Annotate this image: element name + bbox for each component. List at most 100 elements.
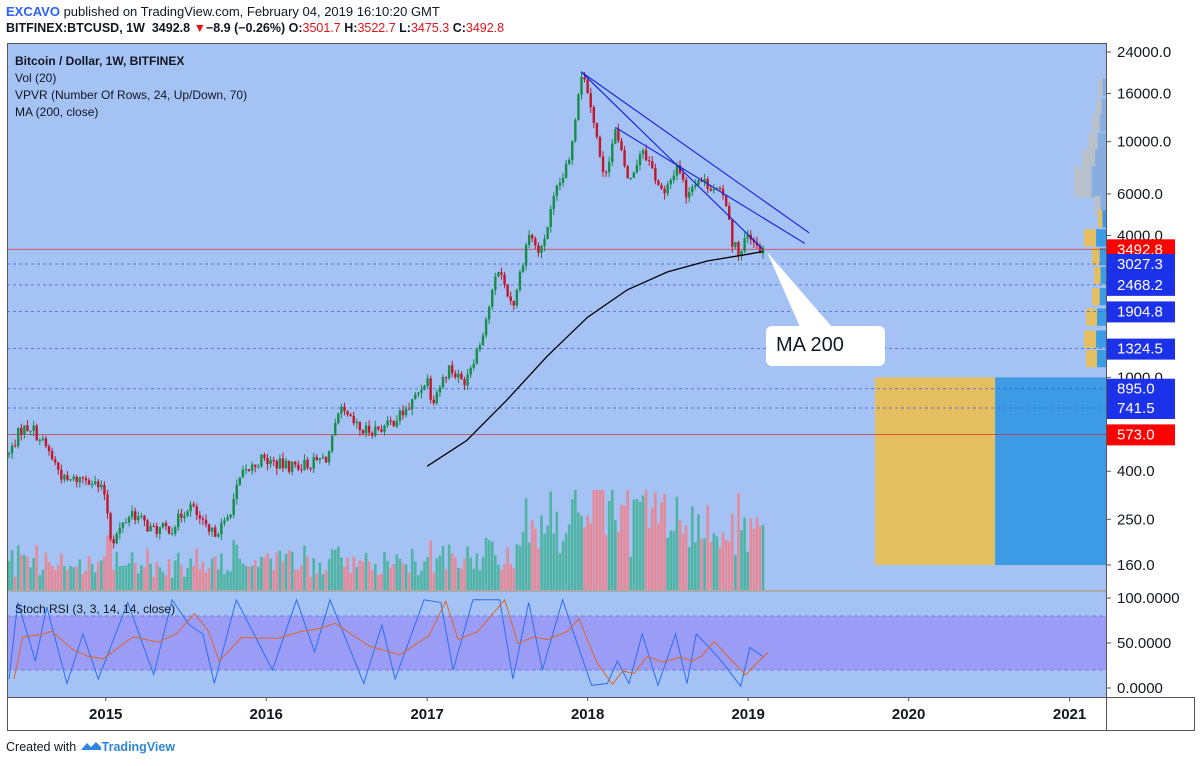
volume-bar	[69, 565, 72, 590]
volume-bar	[20, 554, 23, 590]
volume-bar	[660, 502, 663, 590]
candle-body	[512, 300, 515, 306]
volume-bar	[44, 552, 48, 590]
candle-body	[161, 522, 165, 528]
candle-body	[118, 527, 122, 534]
candle-body	[743, 238, 746, 252]
trend-line[interactable]	[580, 71, 764, 250]
callout-pointer-shape	[767, 252, 832, 327]
candle-body	[318, 458, 322, 460]
price-label-text: 1904.8	[1117, 303, 1163, 320]
candle-body	[84, 478, 88, 481]
candle-body	[561, 177, 565, 183]
candle-body	[220, 523, 223, 535]
candle-body	[543, 238, 546, 246]
volume-bar	[586, 515, 589, 590]
volume-bar	[740, 530, 743, 590]
candle-body	[494, 276, 497, 290]
trend-line[interactable]	[580, 71, 810, 234]
candle-body	[214, 527, 217, 537]
legend-vol[interactable]: Vol (20)	[15, 71, 57, 85]
price-axis[interactable]: 24000.016000.010000.06000.04000.01000.04…	[1106, 44, 1171, 574]
candle-body	[226, 517, 229, 521]
candle-body	[700, 180, 703, 182]
volume-bar	[293, 569, 297, 590]
candle-body	[401, 410, 405, 416]
volume-bar	[358, 560, 362, 590]
legend-stoch-rsi[interactable]: Stoch RSI (3, 3, 14, 14, close)	[15, 602, 176, 616]
volume-bar	[195, 548, 199, 590]
volume-bar	[155, 562, 159, 590]
price-label-box	[1107, 378, 1175, 400]
candle-body	[303, 459, 306, 470]
volume-bar	[235, 544, 239, 590]
candle-body	[389, 420, 392, 422]
volume-bar	[223, 574, 226, 590]
candle-body	[38, 440, 41, 442]
candle-body	[66, 475, 69, 480]
candle-body	[370, 432, 374, 436]
candle-body	[358, 422, 362, 431]
volume-bar	[216, 569, 220, 590]
symbol: BITFINEX:BTCUSD, 1W	[6, 21, 145, 35]
volume-bar	[666, 537, 669, 590]
volume-bar	[84, 570, 88, 590]
candle-body	[663, 188, 666, 194]
price-label-text: 741.5	[1117, 400, 1155, 417]
trend-line[interactable]	[615, 126, 806, 244]
volume-bar	[152, 577, 155, 590]
volume-bar	[186, 568, 189, 590]
candle-body	[300, 469, 303, 471]
publish-header: EXCAVO published on TradingView.com, Feb…	[6, 4, 440, 19]
volume-bar	[56, 564, 60, 590]
candle-body	[290, 461, 294, 472]
volume-bar	[758, 525, 762, 590]
candle-body	[137, 516, 140, 521]
volume-bar	[90, 563, 94, 590]
candle-body	[481, 335, 485, 346]
candle-body	[100, 484, 103, 488]
candle-body	[577, 94, 580, 121]
candle-body	[337, 413, 340, 424]
ma-200-callout: MA 200	[766, 326, 885, 366]
price-label-text: 573.0	[1117, 426, 1155, 443]
candle-body	[681, 173, 685, 180]
volume-bar	[232, 540, 235, 590]
footer-brand[interactable]: TradingView	[101, 740, 176, 754]
volume-bar	[201, 561, 205, 590]
candle-body	[583, 77, 586, 80]
candle-body	[272, 460, 275, 462]
volume-bar	[601, 490, 605, 590]
volume-bar	[315, 573, 319, 590]
vpvr-row-down	[1102, 210, 1106, 228]
candle-body	[497, 272, 500, 277]
candle-body	[155, 526, 158, 534]
candle-body	[598, 136, 602, 157]
volume-bar	[161, 571, 165, 590]
author-name[interactable]: EXCAVO	[6, 4, 60, 19]
legend-ma[interactable]: MA (200, close)	[15, 105, 99, 119]
candle-body	[180, 513, 183, 518]
volume-bar	[475, 553, 479, 590]
volume-bar	[398, 558, 402, 590]
vpvr-row-up	[1084, 229, 1097, 247]
candle-body	[186, 511, 189, 517]
volume-bar	[435, 558, 439, 590]
candle-body	[709, 188, 712, 191]
time-axis[interactable]: 2015 2016 2017 2018 2019 2020 2021	[89, 697, 1086, 723]
vpvr-row-up	[1074, 166, 1092, 184]
candle-body	[638, 154, 642, 166]
volume-bar	[463, 558, 466, 590]
volume-bar	[512, 568, 516, 590]
legend-vpvr[interactable]: VPVR (Number Of Rows, 24, Up/Down, 70)	[15, 88, 248, 102]
candle-body	[454, 373, 457, 378]
candle-body	[447, 365, 451, 379]
ma-200-path[interactable]	[426, 250, 764, 467]
volume-bar	[481, 557, 485, 590]
horizontal-levels	[7, 248, 1106, 435]
candle-body	[229, 514, 232, 518]
candle-body	[238, 477, 242, 485]
candle-body	[395, 420, 399, 427]
candle-body	[595, 123, 599, 137]
candle-body	[620, 140, 623, 151]
